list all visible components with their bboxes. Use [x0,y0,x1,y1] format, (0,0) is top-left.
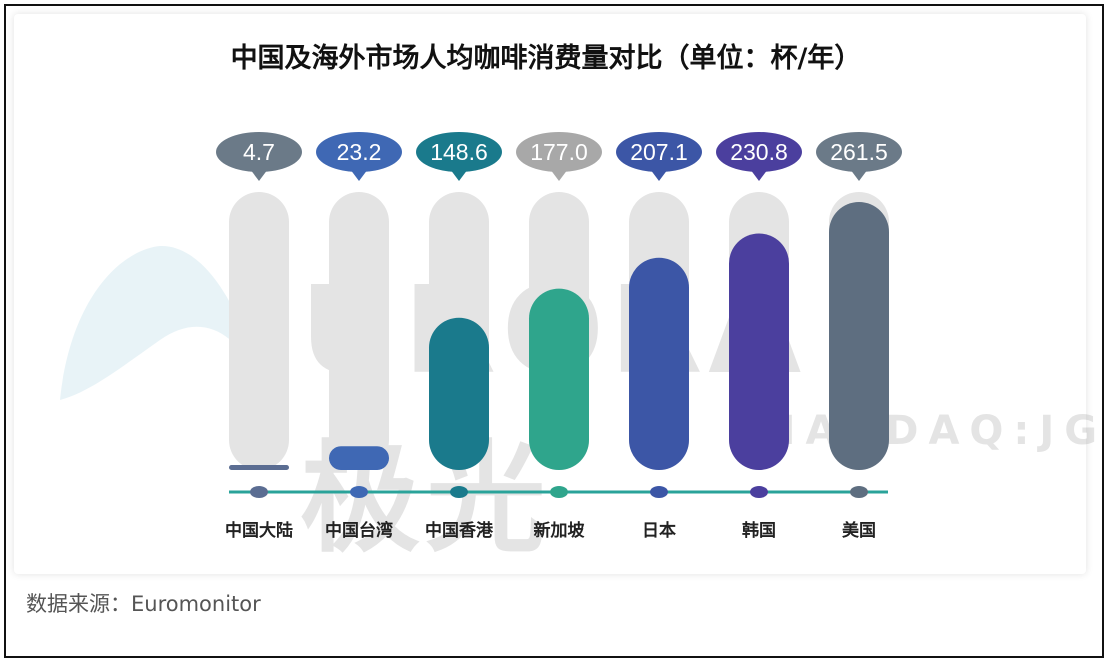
bar [629,257,689,470]
value-bubble-pointer [750,169,768,181]
data-label: 261.5 [830,139,888,165]
bar-track [329,192,389,470]
category-label: 中国大陆 [225,520,293,541]
data-label: 148.6 [430,139,488,165]
category-label: 韩国 [742,520,776,541]
bar [829,202,889,470]
data-label: 207.1 [630,139,688,165]
bars-group: 4.7 中国大陆 23.2 中国台湾 148.6 中国香港 177.0 新加坡 207.1 日本 2… [216,132,902,541]
value-bubble [516,132,602,172]
axis-dot [550,486,568,498]
axis-dot [850,486,868,498]
category-label: 新加坡 [534,520,585,541]
category-label: 美国 [842,520,876,541]
bar [729,233,789,470]
category-label: 日本 [642,520,676,541]
data-label: 23.2 [337,139,382,165]
value-bubble-pointer [650,169,668,181]
value-bubble-pointer [350,169,368,181]
value-bubble-pointer [550,169,568,181]
data-label: 230.8 [730,139,788,165]
value-bubble-pointer [450,169,468,181]
data-source: 数据来源：Euromonitor [26,592,261,616]
axis-dot [650,486,668,498]
axis-dot [750,486,768,498]
category-label: 中国台湾 [325,520,393,541]
value-bubble [316,132,402,172]
axis-dot [350,486,368,498]
bar [429,317,489,470]
value-bubble-pointer [250,169,268,181]
category-label: 中国香港 [425,520,494,541]
data-label: 4.7 [243,139,275,165]
chart-title: 中国及海外市场人均咖啡消费量对比（单位：杯/年） [230,43,862,74]
value-bubble [716,132,802,172]
bar [229,465,289,470]
axis-dot [250,486,268,498]
value-bubble [616,132,702,172]
value-bubble [216,132,302,172]
value-bubble [816,132,902,172]
bar [329,446,389,470]
data-label: 177.0 [530,139,588,165]
value-bubble [416,132,502,172]
value-bubble-pointer [850,169,868,181]
axis-dot [450,486,468,498]
bar [529,288,589,470]
bar-track [229,192,289,470]
